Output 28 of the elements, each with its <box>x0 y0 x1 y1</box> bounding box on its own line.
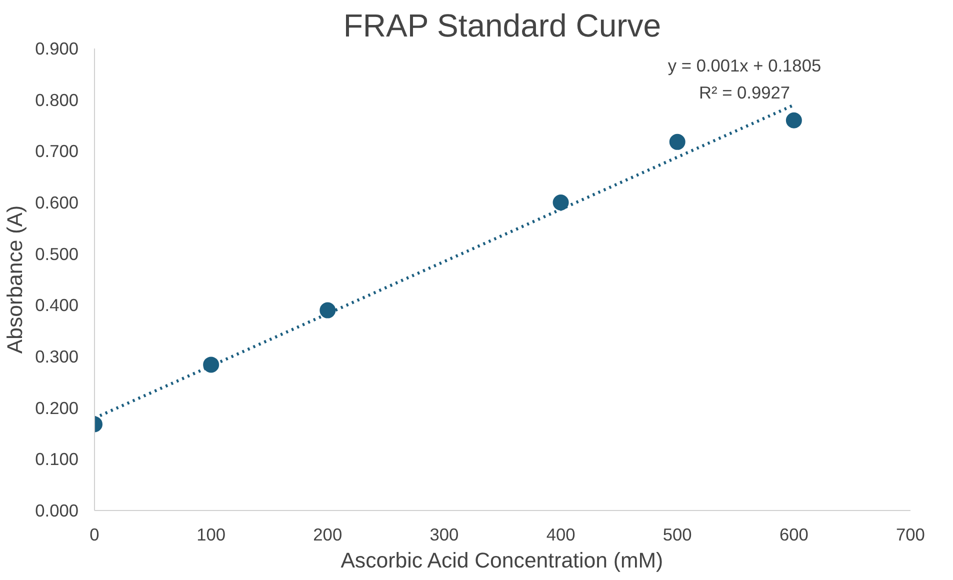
y-tick-label: 0.700 <box>35 141 79 162</box>
x-tick-label: 600 <box>779 524 808 544</box>
y-tick-label: 0.500 <box>35 244 79 264</box>
x-tick-label: 500 <box>662 524 692 544</box>
x-tick-label: 400 <box>546 524 576 544</box>
annotation: R² = 0.9927 <box>698 82 790 102</box>
y-tick-label: 0.900 <box>35 38 79 58</box>
x-tick-label: 200 <box>313 524 342 544</box>
point <box>669 134 686 150</box>
y-tick-label: 0.300 <box>35 346 79 366</box>
x-axis-title: Ascorbic Acid Concentration (mM) <box>340 548 664 572</box>
point <box>203 356 220 373</box>
annotation: y = 0.001x + 0.1805 <box>668 56 822 76</box>
y-tick-label: 0.200 <box>35 398 79 418</box>
y-tick-label: 0.400 <box>35 295 79 316</box>
x-tick-label: 700 <box>896 524 925 544</box>
point <box>786 112 802 128</box>
y-tick-label: 0.000 <box>35 500 79 520</box>
y-tick-label: 0.800 <box>35 90 79 110</box>
x-tick-label: 0 <box>90 524 100 544</box>
y-axis-title: Absorbance (A) <box>3 205 28 354</box>
x-tick-label: 300 <box>430 524 459 544</box>
x-tick-label: 100 <box>196 524 226 544</box>
point <box>320 302 336 318</box>
point <box>552 194 569 210</box>
chart-title: FRAP Standard Curve <box>343 8 662 44</box>
y-tick-label: 0.100 <box>35 449 79 470</box>
y-tick-label: 0.600 <box>35 192 79 212</box>
